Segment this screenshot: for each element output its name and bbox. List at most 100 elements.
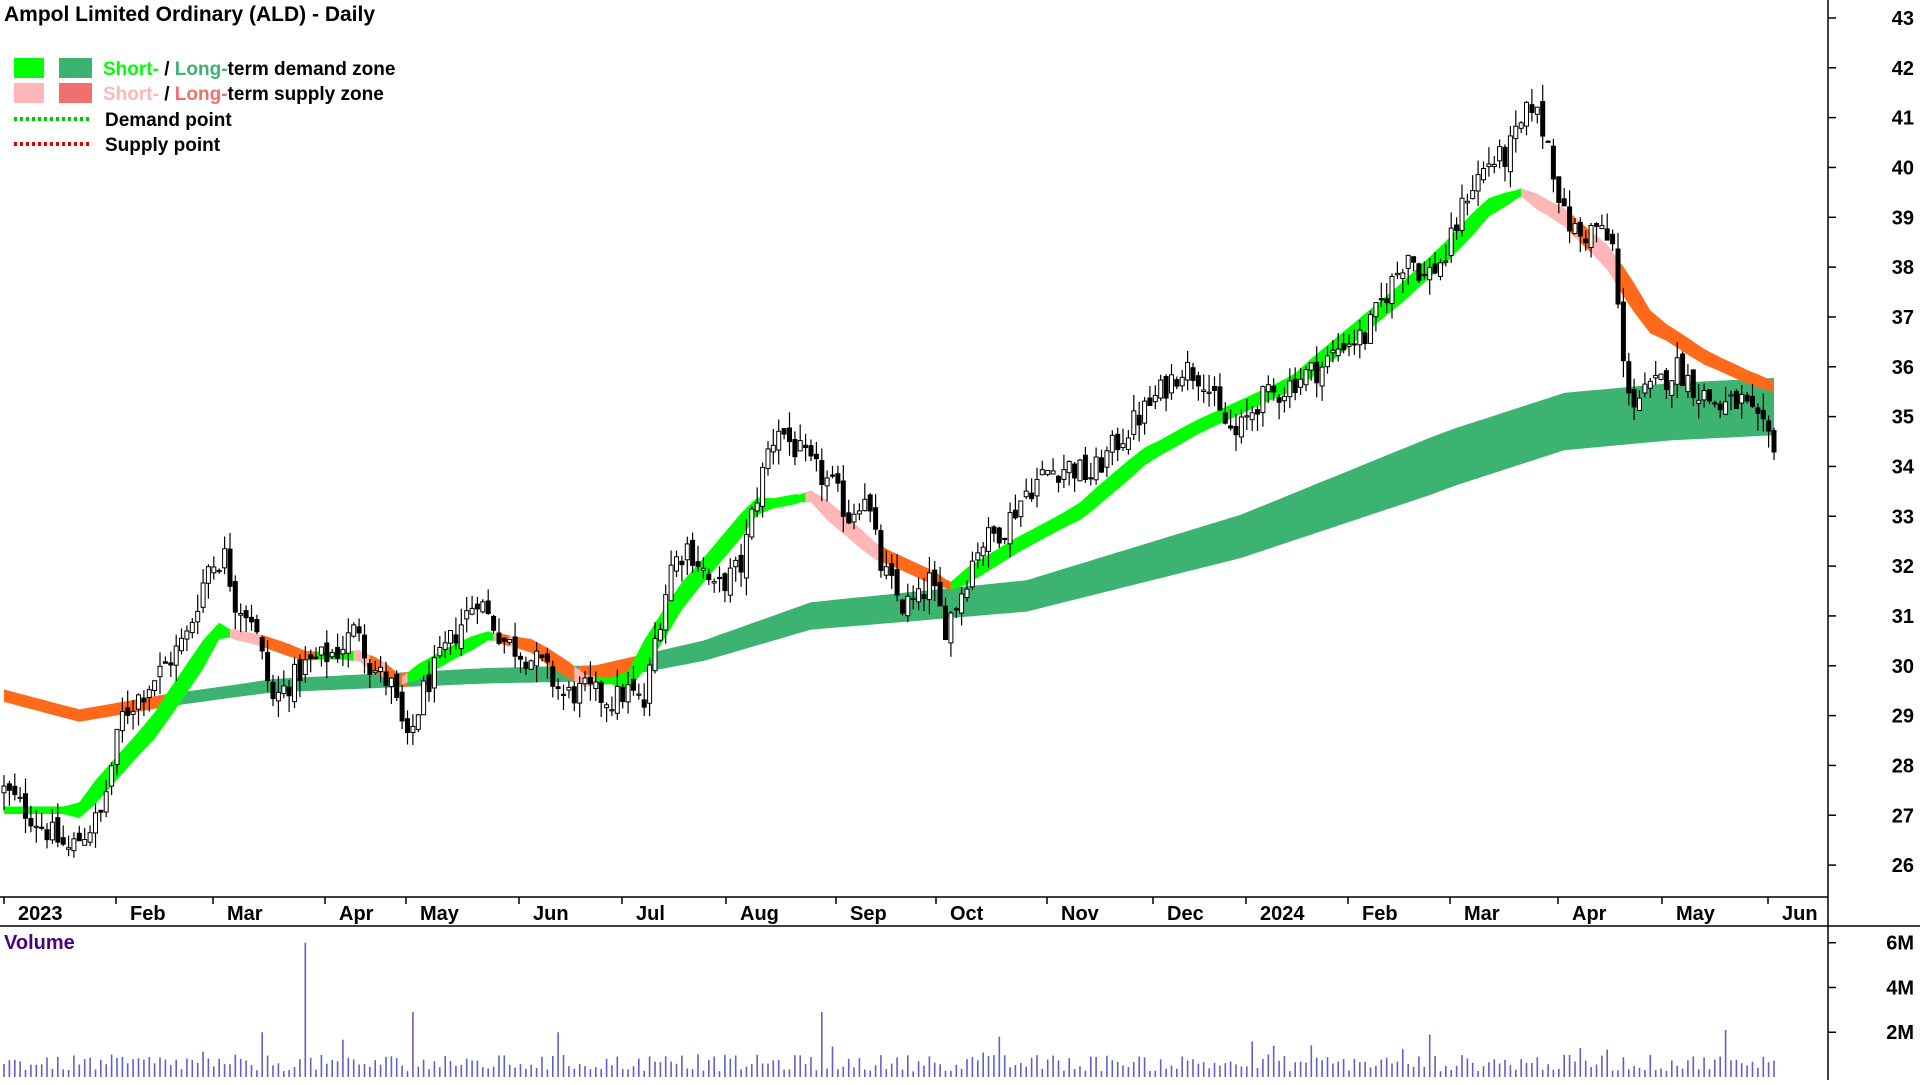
candle-body (119, 711, 125, 732)
candle-body (727, 567, 733, 596)
candle-body (1120, 443, 1126, 449)
long-term-zone-band (638, 378, 1774, 674)
candle-body (1287, 380, 1293, 398)
candle-body (830, 474, 835, 477)
candle-body (474, 603, 480, 610)
candle-body (1255, 409, 1260, 415)
candle-body (781, 428, 787, 435)
candle-body (674, 556, 679, 572)
price-tick-label: 29 (1892, 706, 1914, 728)
candle-body (189, 621, 195, 634)
legend: Short- / Long-term demand zone Short- / … (14, 58, 395, 156)
candle-body (1594, 223, 1599, 227)
candle-body (1330, 349, 1336, 354)
candle-body (103, 791, 109, 813)
candle-body (700, 567, 706, 571)
candle-body (1190, 367, 1196, 381)
candle-body (1513, 125, 1519, 139)
candle-body (1179, 376, 1185, 387)
candle-body (243, 610, 249, 619)
candle-body (1561, 198, 1567, 207)
candle-body (1158, 379, 1164, 399)
candle-body (792, 439, 798, 458)
candle-body (1050, 470, 1056, 475)
candle-body (448, 630, 453, 644)
candle-body (1755, 407, 1761, 414)
month-tick-label: Sep (850, 903, 887, 925)
candle-body (205, 566, 211, 584)
candle-body (394, 673, 400, 699)
candle-body (1701, 390, 1707, 401)
short-term-zone-band (1521, 188, 1570, 232)
candle-body (292, 663, 297, 703)
candle-body (356, 626, 362, 634)
price-tick-label: 30 (1892, 656, 1914, 678)
candle-body (1669, 380, 1675, 396)
candle-body (1771, 430, 1777, 453)
candle-body (566, 686, 572, 691)
candle-body (1653, 375, 1659, 379)
month-tick-label: Jun (1782, 903, 1818, 925)
candle-body (71, 838, 77, 852)
candle-body (1540, 101, 1546, 137)
candle-body (1351, 343, 1357, 346)
candle-body (1131, 410, 1137, 435)
candle-body (1696, 399, 1702, 404)
candle-body (1599, 225, 1605, 230)
candle-body (1147, 397, 1153, 406)
candle-body (399, 691, 405, 722)
candle-body (1308, 362, 1314, 371)
candle-body (1615, 248, 1621, 305)
candle-body (152, 680, 158, 692)
candle-body (431, 657, 437, 689)
candle-body (636, 693, 642, 696)
candle-body (706, 573, 712, 581)
candle-body (813, 453, 819, 460)
candle-body (523, 661, 529, 669)
legend-demand-rest: term demand zone (228, 59, 396, 80)
candle-body (275, 691, 281, 702)
candle-body (964, 588, 970, 598)
candle-body (733, 559, 739, 568)
price-tick-label: 36 (1892, 357, 1914, 379)
candle-body (1524, 101, 1529, 127)
candle-body (717, 576, 722, 580)
candle-body (1529, 104, 1535, 113)
legend-supply-rest: term supply zone (228, 84, 384, 105)
candle-body (49, 821, 55, 841)
candle-body (351, 624, 357, 637)
candle-body (211, 566, 217, 574)
candle-body (1244, 415, 1250, 418)
candle-body (1728, 394, 1734, 397)
candle-body (571, 686, 577, 704)
candle-body (87, 832, 93, 843)
candle-body (620, 686, 626, 703)
candle-body (437, 647, 443, 657)
candle-body (1550, 145, 1556, 180)
candle-body (453, 634, 459, 644)
price-tick-label: 34 (1892, 456, 1915, 478)
candle-body (340, 648, 346, 655)
candle-body (996, 527, 1002, 544)
candle-body (894, 569, 900, 596)
candle-body (383, 671, 389, 687)
candle-body (378, 666, 384, 673)
candle-body (1545, 140, 1551, 143)
month-tick-label: Dec (1167, 903, 1204, 925)
candle-body (141, 697, 147, 703)
price-tick-label: 39 (1892, 207, 1914, 229)
price-tick-label: 28 (1892, 755, 1914, 777)
price-tick-label: 40 (1892, 157, 1914, 179)
month-tick-label: Feb (1362, 903, 1398, 925)
candle-body (1438, 262, 1443, 277)
candle-body (631, 678, 636, 691)
candle-body (55, 817, 61, 843)
candle-body (695, 561, 701, 568)
legend-short-demand-swatch (14, 58, 44, 78)
candle-body (797, 440, 803, 452)
candle-body (1228, 425, 1234, 429)
candle-body (485, 600, 491, 614)
candle-body (819, 460, 825, 486)
